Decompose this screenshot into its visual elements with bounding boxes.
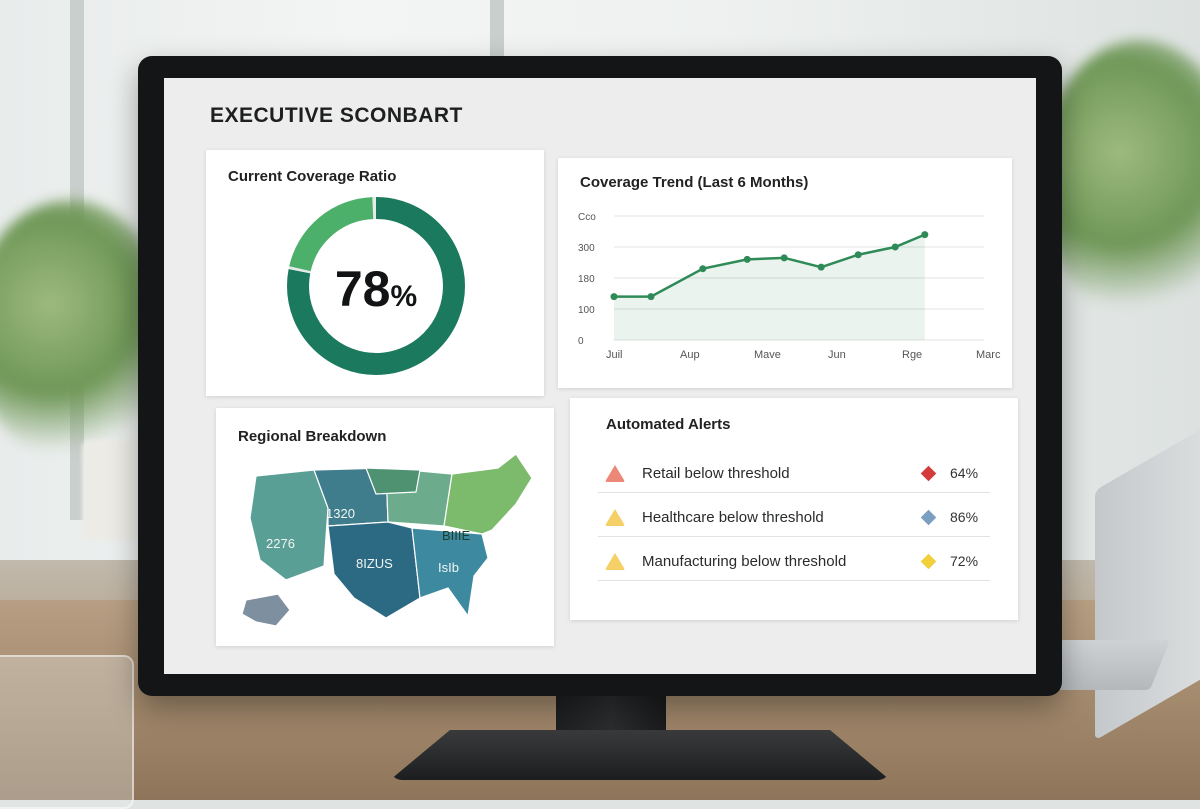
trend-data-point <box>854 251 862 259</box>
alert-row[interactable]: Manufacturing below threshold 72% <box>598 542 990 581</box>
alert-value: 86% <box>950 509 979 525</box>
dashboard-screen: EXECUTIVE SCONBART Current Coverage Rati… <box>164 78 1036 674</box>
donut-segment-secondary <box>287 197 465 375</box>
map-region-southeast[interactable] <box>411 527 489 618</box>
monitor-stand-base <box>390 730 890 780</box>
alert-label: Healthcare below threshold <box>642 508 824 526</box>
trend-data-point <box>647 293 655 301</box>
alert-triangle-icon <box>604 507 626 527</box>
alert-label: Retail below threshold <box>642 464 790 482</box>
trend-card-title: Coverage Trend (Last 6 Months) <box>580 174 809 191</box>
trend-data-point <box>780 254 788 262</box>
alert-triangle-icon <box>604 463 626 483</box>
donut-chart <box>287 197 465 375</box>
trend-data-point <box>743 255 751 263</box>
coverage-value: 78% <box>276 260 476 318</box>
region-label-3: 8IZUS <box>356 556 393 571</box>
y-tick-label: 180 <box>578 274 595 285</box>
trend-data-point <box>610 293 618 301</box>
alerts-card-title: Automated Alerts <box>606 416 731 433</box>
regional-breakdown-card[interactable]: Regional Breakdown 1320 2276 <box>216 408 554 646</box>
us-map: 1320 2276 8IZUS BIIIE IsIb <box>241 453 533 627</box>
x-tick-label: Aup <box>680 349 700 361</box>
x-tick-label: Marc <box>976 349 1001 361</box>
alert-triangle-icon <box>604 551 626 571</box>
x-tick-label: Rge <box>902 349 922 361</box>
donut-segment-primary <box>287 197 465 375</box>
coverage-trend-card[interactable]: Coverage Trend (Last 6 Months) Cco 300 180… <box>558 158 1012 388</box>
coverage-donut: 78% <box>276 196 476 376</box>
region-label-5: IsIb <box>438 560 459 575</box>
y-tick-label: 0 <box>578 336 584 347</box>
trend-chart: Cco 300 180 100 0 Juil Aup Mave Jun Rge Marc <box>578 212 1001 361</box>
map-region-west[interactable] <box>249 469 329 581</box>
region-label-2: 2276 <box>266 536 295 551</box>
alert-marker-icon <box>920 509 937 525</box>
alert-row[interactable]: Retail below threshold 64% <box>598 454 990 493</box>
alert-marker-icon <box>920 465 937 481</box>
x-tick-label: Mave <box>754 349 781 361</box>
trend-data-point <box>699 265 707 273</box>
trend-data-point <box>817 263 825 271</box>
region-label-1: 1320 <box>326 506 355 521</box>
map-region-alaska[interactable] <box>241 593 291 627</box>
alert-row[interactable]: Healthcare below threshold 86% <box>598 498 990 537</box>
alert-value: 72% <box>950 553 979 569</box>
y-tick-label: 100 <box>578 305 595 316</box>
x-tick-label: Juil <box>606 349 623 361</box>
map-region-northeast[interactable] <box>443 453 533 535</box>
y-tick-label: Cco <box>578 212 596 223</box>
x-tick-label: Jun <box>828 349 846 361</box>
coverage-card-title: Current Coverage Ratio <box>228 168 397 185</box>
trend-area <box>614 234 925 340</box>
monitor-bezel: EXECUTIVE SCONBART Current Coverage Rati… <box>138 56 1062 696</box>
trend-data-point <box>891 243 899 251</box>
trend-data-point <box>921 231 929 239</box>
background-plant <box>1040 40 1200 320</box>
drinking-glass <box>0 655 134 809</box>
automated-alerts-card[interactable]: Automated Alerts Retail below threshold 6… <box>570 398 1018 620</box>
map-region-south-central[interactable] <box>327 521 421 619</box>
coverage-number: 78 <box>334 261 391 317</box>
region-label-4: BIIIE <box>442 528 471 543</box>
y-tick-label: 300 <box>578 243 595 254</box>
map-region-north[interactable] <box>365 467 421 495</box>
alert-label: Manufacturing below threshold <box>642 552 847 570</box>
dashboard-title: EXECUTIVE SCONBART <box>210 104 463 127</box>
coverage-unit: % <box>390 280 418 313</box>
coverage-ratio-card[interactable]: Current Coverage Ratio 78% <box>206 150 544 396</box>
alert-value: 64% <box>950 465 979 481</box>
regional-card-title: Regional Breakdown <box>238 428 387 445</box>
alert-marker-icon <box>920 553 937 569</box>
